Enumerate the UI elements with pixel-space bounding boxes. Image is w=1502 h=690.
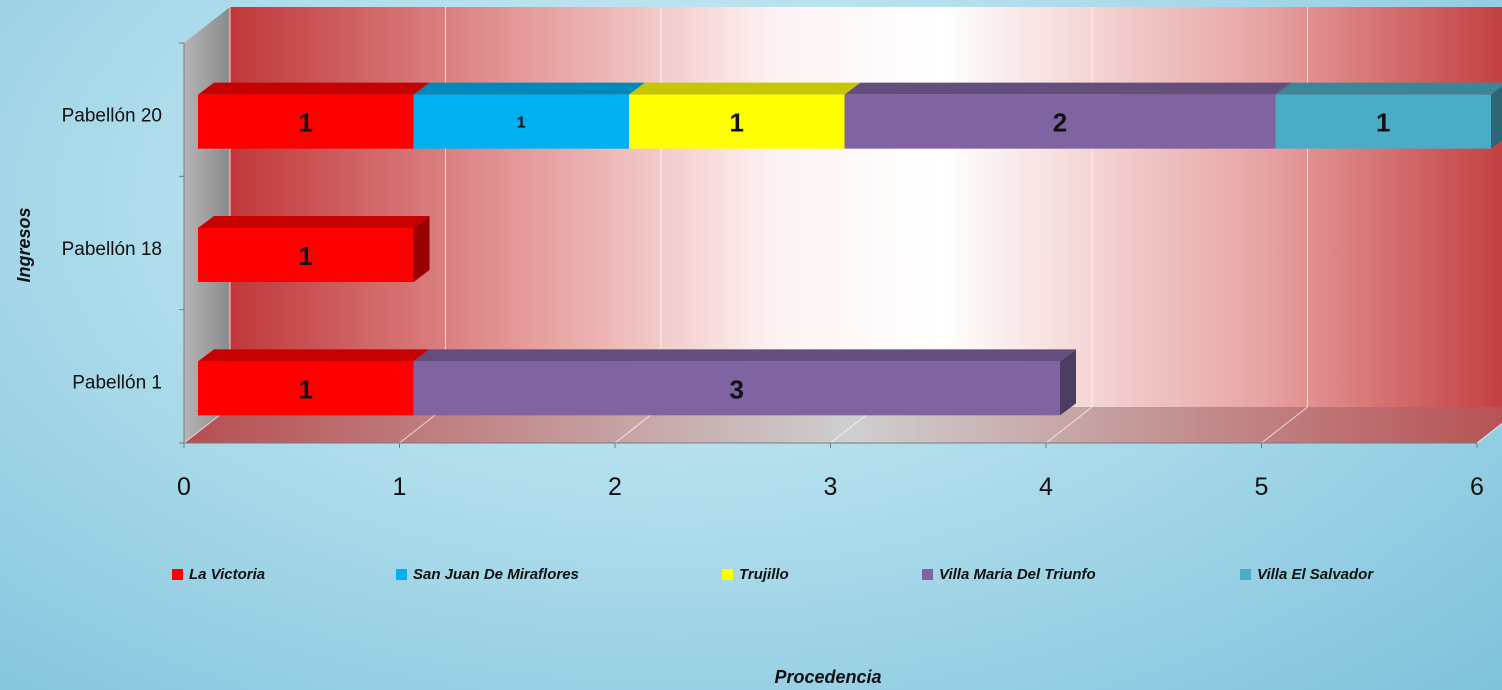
bar <box>413 94 629 149</box>
bar-top <box>844 82 1292 95</box>
data-label: 1 <box>299 108 313 138</box>
data-label: 1 <box>1376 108 1390 138</box>
data-label: 1 <box>299 374 313 404</box>
x-tick-label: 1 <box>393 473 407 501</box>
x-axis-title: Procedencia <box>774 667 881 687</box>
x-tick-label: 5 <box>1255 473 1269 501</box>
bar-top <box>413 349 1076 362</box>
gridline-floor <box>1045 406 1093 444</box>
category-label: Pabellón 20 <box>62 106 162 127</box>
y-axis-title: Ingresos <box>14 207 34 282</box>
bar-series: 1 1 1 2 1 1 1 3 <box>198 82 1502 416</box>
legend-item: San Juan De Miraflores <box>396 566 579 583</box>
bar-side <box>1491 86 1502 149</box>
x-tick-label: 6 <box>1470 473 1484 501</box>
data-label: 1 <box>517 115 526 132</box>
gridline-floor <box>1261 406 1308 444</box>
bar <box>629 94 845 149</box>
x-axis-ticks: 0 1 2 3 4 5 6 <box>177 443 1484 501</box>
data-label: 2 <box>1053 108 1067 138</box>
bar <box>198 361 414 416</box>
y-axis-categories: Pabellón 20 Pabellón 18 Pabellón 1 <box>62 106 162 394</box>
legend-swatch <box>922 569 933 580</box>
legend-swatch <box>1240 569 1251 580</box>
legend-label: Villa Maria Del Triunfo <box>939 566 1096 583</box>
bar <box>844 94 1276 149</box>
legend-item: Trujillo <box>722 566 789 583</box>
bar-top <box>1275 82 1502 95</box>
bar-top <box>413 82 645 95</box>
bar <box>413 361 1060 416</box>
data-label: 1 <box>299 241 313 271</box>
gridline-floor <box>1476 422 1502 444</box>
data-label: 1 <box>730 108 744 138</box>
bar-top <box>198 349 430 362</box>
floor <box>184 407 1502 443</box>
bar <box>198 228 414 282</box>
bar-top <box>198 216 430 228</box>
category-label: Pabellón 18 <box>62 239 162 260</box>
x-tick-label: 2 <box>608 473 622 501</box>
data-label: 3 <box>730 374 744 404</box>
x-tick-label: 0 <box>177 473 191 501</box>
legend-swatch <box>722 569 733 580</box>
bar <box>198 94 414 149</box>
bar <box>1275 94 1491 149</box>
bar-top <box>629 82 861 95</box>
legend-label: Villa El Salvador <box>1257 566 1374 583</box>
bar-top <box>198 82 430 95</box>
legend-item: La Victoria <box>172 566 265 583</box>
plot-walls <box>184 7 1502 443</box>
back-wall <box>230 7 1502 407</box>
category-label: Pabellón 1 <box>72 372 162 393</box>
legend-label: Trujillo <box>739 566 789 583</box>
x-tick-label: 3 <box>824 473 838 501</box>
legend-label: La Victoria <box>189 566 266 583</box>
legend-swatch <box>396 569 407 580</box>
bar-side <box>1060 349 1076 416</box>
x-tick-label: 4 <box>1039 473 1053 501</box>
legend-label: San Juan De Miraflores <box>413 566 579 583</box>
bar-side <box>413 216 430 282</box>
legend-swatch <box>172 569 183 580</box>
legend: La Victoria San Juan De Miraflores Trujill… <box>172 566 1472 588</box>
legend-item: Villa Maria Del Triunfo <box>922 566 1096 583</box>
legend-item: Villa El Salvador <box>1240 566 1373 583</box>
